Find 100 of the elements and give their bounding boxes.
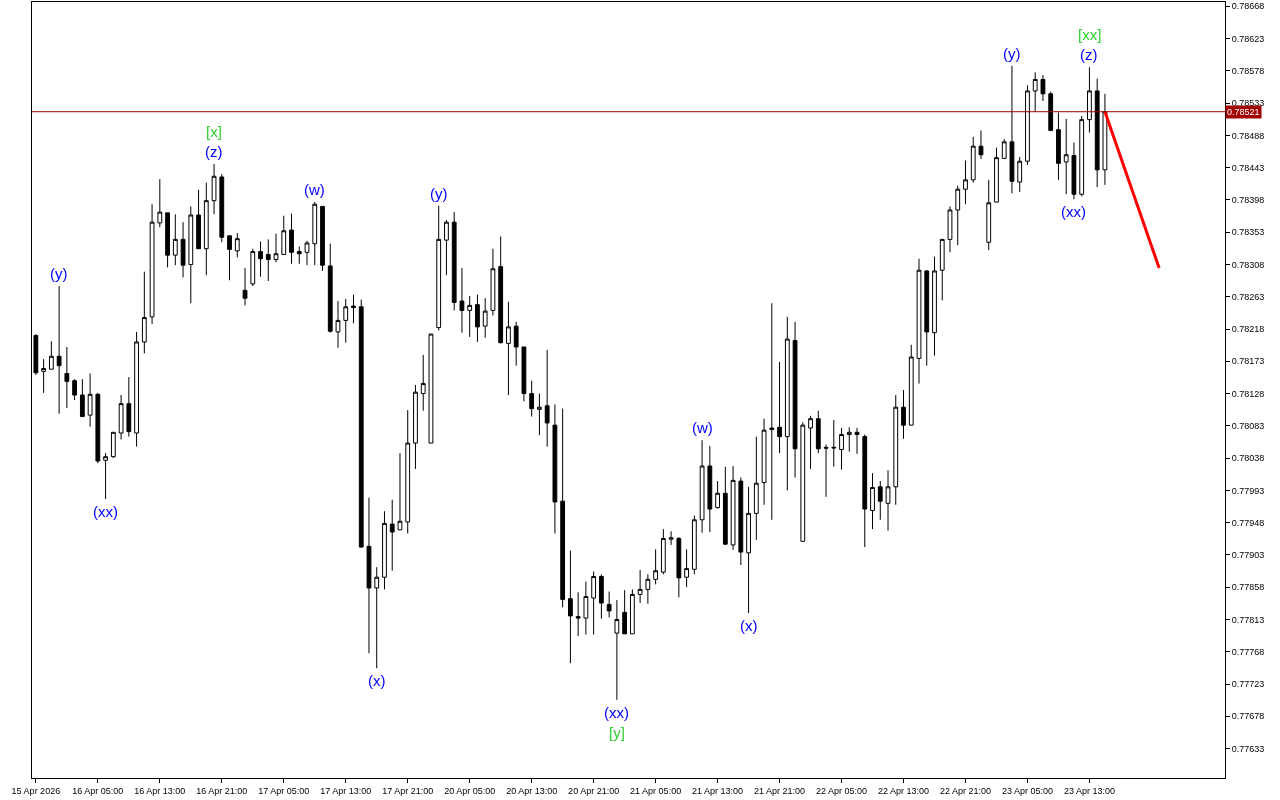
annotation: [y] (609, 724, 625, 741)
candlestick (436, 205, 442, 331)
candlestick (784, 316, 790, 491)
annotation: (xx) (604, 704, 629, 721)
candlestick (1040, 74, 1046, 102)
annotation: (x) (740, 617, 758, 634)
candlestick (234, 232, 240, 258)
candlestick (877, 480, 883, 521)
candlestick (475, 294, 480, 343)
candlestick (335, 300, 341, 349)
candlestick (800, 421, 806, 542)
candlestick (521, 346, 527, 402)
candlestick (1079, 115, 1085, 197)
candlestick (552, 403, 558, 534)
y-tick-label: 0.78353 (1231, 227, 1265, 238)
candlestick (273, 233, 279, 263)
candlestick (172, 213, 178, 266)
x-tick-label: 16 Apr 21:00 (196, 785, 248, 796)
candlestick (389, 499, 395, 572)
candlestick (219, 173, 225, 243)
candlestick (382, 510, 387, 590)
candlestick (684, 548, 689, 588)
candlestick (351, 294, 356, 324)
candlestick (629, 588, 635, 635)
y-tick-label: 0.77813 (1231, 614, 1265, 625)
candlestick (258, 241, 263, 278)
candlestick (1048, 91, 1054, 132)
candlestick (846, 426, 852, 453)
y-tick-label: 0.78668 (1231, 1, 1265, 12)
candlestick (459, 267, 465, 334)
annotation: (z) (1080, 46, 1098, 63)
y-tick-label: 0.78308 (1231, 259, 1265, 270)
candlestick (598, 573, 604, 620)
annotation: (y) (1003, 45, 1021, 62)
candlestick (157, 178, 163, 228)
x-tick-label: 22 Apr 13:00 (877, 785, 930, 796)
candlestick (118, 394, 124, 440)
candlestick (250, 248, 256, 287)
candlestick (901, 389, 906, 440)
candlestick (808, 415, 813, 470)
candlestick (529, 380, 535, 418)
candlestick (699, 439, 705, 534)
x-tick-label: 16 Apr 05:00 (72, 785, 124, 796)
candlestick (343, 298, 349, 344)
candlestick (746, 486, 751, 614)
candlestick (893, 394, 899, 506)
y-tick-label: 0.78173 (1231, 356, 1265, 367)
candlestick (885, 469, 891, 532)
y-tick-label: 0.77993 (1231, 485, 1265, 496)
candlestick (48, 340, 54, 370)
candlestick (544, 349, 550, 448)
annotation: (y) (430, 185, 448, 202)
candlestick (854, 427, 860, 455)
candlestick (1017, 156, 1023, 193)
candlestick (281, 215, 287, 255)
candlestick (490, 248, 496, 316)
candlestick (482, 297, 488, 339)
candlestick (730, 465, 736, 551)
candlestick (420, 354, 426, 412)
y-tick-label: 0.77723 (1231, 679, 1265, 690)
candlestick (467, 295, 473, 338)
candlestick (963, 160, 968, 205)
candlestick (707, 445, 713, 533)
y-tick-label: 0.77678 (1231, 711, 1265, 722)
candlestick (1094, 78, 1100, 188)
annotation: (xx) (93, 503, 118, 520)
annotation: (z) (205, 143, 223, 160)
annotation: [x] (206, 123, 222, 140)
y-tick-label: 0.77858 (1231, 582, 1265, 593)
candlestick (1025, 84, 1030, 166)
x-tick-label: 20 Apr 21:00 (568, 785, 620, 796)
y-tick-label: 0.77768 (1231, 646, 1265, 657)
x-tick-label: 21 Apr 21:00 (754, 785, 806, 796)
candlestick (537, 393, 542, 436)
candlestick (312, 201, 318, 266)
y-tick-label: 0.77633 (1231, 743, 1265, 754)
y-tick-label: 0.78623 (1231, 33, 1265, 44)
y-tick-label: 0.78128 (1231, 388, 1265, 399)
candlestick (916, 258, 922, 385)
candlestick (575, 591, 581, 637)
candlestick (591, 570, 597, 636)
candlestick (304, 240, 310, 266)
candlestick (792, 321, 798, 478)
candlestick (994, 147, 999, 203)
candlestick (761, 418, 767, 506)
candlestick (978, 129, 984, 160)
candlestick (653, 548, 659, 585)
y-tick-label: 0.78533 (1231, 98, 1265, 109)
candlestick (970, 136, 976, 184)
candlestick (1102, 93, 1108, 186)
annotation: (y) (50, 265, 68, 282)
annotation: (w) (692, 419, 713, 436)
candlestick (41, 358, 47, 394)
candlestick (614, 599, 620, 701)
candlestick (777, 361, 782, 454)
y-tick-label: 0.78083 (1231, 421, 1265, 432)
candlestick (79, 378, 85, 418)
candlestick (1056, 111, 1061, 181)
candlestick (1063, 118, 1069, 195)
candlestick (753, 436, 759, 541)
